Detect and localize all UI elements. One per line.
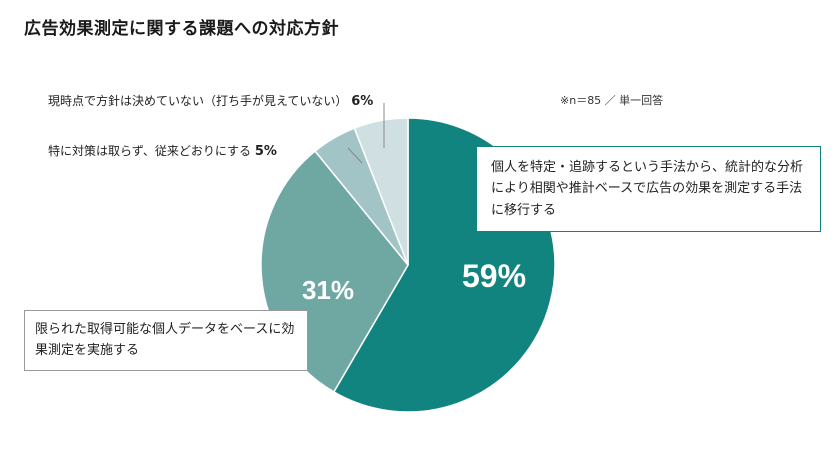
left-callout: 限られた取得可能な個人データをベースに効果測定を実施する [24,310,308,371]
undecided-pct: 6% [351,94,374,109]
leader-line-no-action [347,147,363,164]
no-action-text: 特に対策は取らず、従来どおりにする [48,144,252,158]
chart-title: 広告効果測定に関する課題への対応方針 [24,19,339,39]
sample-note: ※n＝85 ／ 単一回答 [560,94,664,107]
undecided-label: 現時点で方針は決めていない（打ち手が見えていない） 6% [48,92,373,109]
no-action-pct: 5% [254,144,277,159]
pct-label-31: 31% [302,275,354,305]
pct-label-59: 59% [462,258,526,294]
undecided-text: 現時点で方針は決めていない（打ち手が見えていない） [48,94,348,108]
no-action-label: 特に対策は取らず、従来どおりにする 5% [48,142,277,159]
main-callout: 個人を特定・追跡するという手法から、統計的な分析により相関や推計ベースで広告の効… [476,146,821,233]
slice-undecided [353,117,409,266]
